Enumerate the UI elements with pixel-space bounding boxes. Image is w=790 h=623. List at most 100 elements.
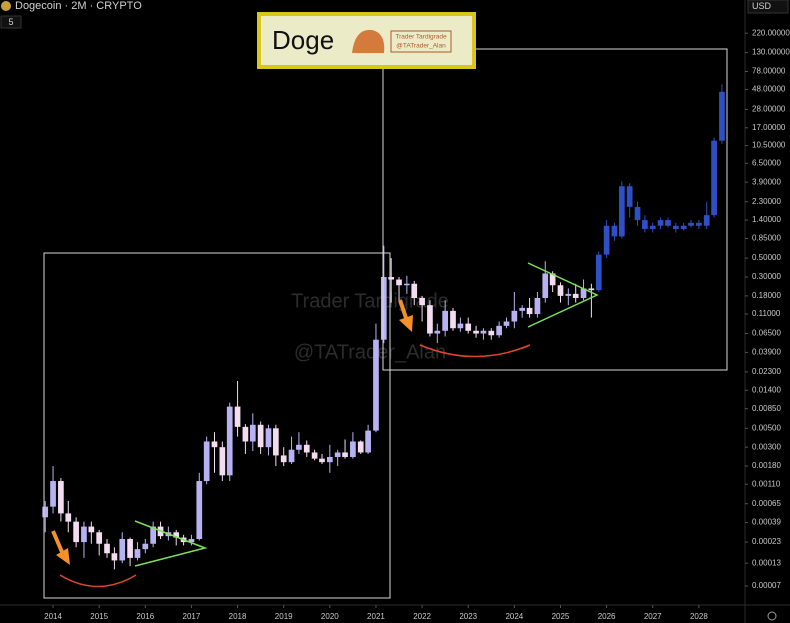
annotations bbox=[51, 262, 599, 588]
candle-body bbox=[257, 424, 264, 448]
candle-body bbox=[565, 293, 572, 296]
candle-body bbox=[419, 297, 425, 306]
candle-body bbox=[496, 325, 502, 336]
candle-body bbox=[65, 513, 72, 522]
candle-body bbox=[226, 406, 233, 476]
candle-body bbox=[219, 447, 226, 476]
x-tick-label: 2016 bbox=[136, 612, 154, 621]
candle-body bbox=[342, 452, 348, 458]
candle-body bbox=[511, 310, 518, 322]
y-tick-label: 10.50000 bbox=[752, 141, 786, 150]
candle-body bbox=[503, 321, 510, 326]
y-tick-label: 0.00110 bbox=[752, 479, 781, 488]
candle-body bbox=[711, 140, 717, 216]
candle-body bbox=[649, 225, 656, 229]
candle-body bbox=[427, 305, 433, 334]
y-tick-label: 0.30000 bbox=[752, 272, 781, 281]
candle-body bbox=[411, 283, 418, 298]
watermark: @TATrader_Alan bbox=[294, 341, 446, 363]
candle-body bbox=[557, 285, 564, 296]
candle-body bbox=[618, 186, 625, 237]
x-tick-label: 2018 bbox=[229, 612, 247, 621]
logo-line: Trader Tardigrade bbox=[395, 34, 447, 41]
x-tick-label: 2017 bbox=[183, 612, 201, 621]
candle-body bbox=[519, 307, 526, 311]
symbol-title: Dogecoin · 2M · CRYPTO bbox=[15, 0, 142, 12]
logo-icon bbox=[352, 29, 385, 53]
y-tick-label: 17.00000 bbox=[752, 123, 786, 132]
x-tick-label: 2026 bbox=[598, 612, 616, 621]
y-tick-label: 0.11000 bbox=[752, 309, 781, 318]
triangle bbox=[134, 520, 208, 567]
triangle bbox=[527, 262, 599, 328]
candle-body bbox=[696, 222, 702, 226]
interval-badge: 5 bbox=[8, 17, 13, 27]
candle-body bbox=[672, 225, 679, 229]
candle-body bbox=[196, 481, 203, 540]
candle-body bbox=[473, 330, 479, 334]
y-tick-label: 2.30000 bbox=[752, 197, 781, 206]
candle-body bbox=[611, 225, 618, 237]
candle-body bbox=[404, 283, 410, 286]
candle-body bbox=[396, 279, 402, 286]
candle-body bbox=[104, 543, 110, 554]
candle-body bbox=[534, 297, 541, 315]
coin-icon bbox=[1, 1, 11, 11]
y-tick-label: 1.40000 bbox=[752, 215, 781, 224]
y-tick-label: 0.50000 bbox=[752, 253, 781, 262]
candle-body bbox=[373, 339, 379, 431]
arrow bbox=[51, 530, 64, 553]
candle-body bbox=[111, 553, 118, 561]
curve bbox=[419, 344, 531, 358]
candle-body bbox=[657, 220, 664, 226]
x-tick-label: 2027 bbox=[644, 612, 662, 621]
candle-body bbox=[58, 481, 64, 514]
settings-icon[interactable] bbox=[767, 611, 777, 621]
candle-body bbox=[88, 526, 95, 533]
candle-body bbox=[280, 455, 287, 463]
arrow bbox=[398, 299, 408, 319]
y-tick-label: 0.00065 bbox=[752, 499, 781, 508]
y-tick-label: 0.00023 bbox=[752, 537, 781, 546]
candle-body bbox=[634, 206, 641, 221]
candle-body bbox=[380, 276, 387, 340]
candle-body bbox=[311, 452, 318, 459]
candle-body bbox=[127, 539, 133, 558]
candle-body bbox=[334, 452, 341, 458]
candle-body bbox=[542, 273, 549, 298]
y-tick-label: 0.00007 bbox=[752, 581, 781, 590]
y-tick-label: 0.00300 bbox=[752, 442, 781, 451]
candle-body bbox=[303, 444, 310, 453]
x-tick-label: 2024 bbox=[505, 612, 523, 621]
candle-body bbox=[249, 424, 256, 442]
candle-body bbox=[357, 441, 364, 453]
candle-body bbox=[688, 222, 694, 226]
y-tick-label: 0.18000 bbox=[752, 291, 781, 300]
candle-body bbox=[488, 330, 495, 336]
candle-body bbox=[665, 220, 671, 226]
x-tick-label: 2019 bbox=[275, 612, 293, 621]
x-tick-label: 2023 bbox=[459, 612, 477, 621]
y-tick-label: 0.00039 bbox=[752, 518, 781, 527]
candle-body bbox=[719, 91, 725, 141]
annotation-box bbox=[382, 48, 728, 371]
y-tick-label: 0.00013 bbox=[752, 558, 781, 567]
x-tick-label: 2021 bbox=[367, 612, 385, 621]
arrow-head bbox=[399, 315, 413, 332]
currency: USD bbox=[752, 1, 772, 11]
candle-body bbox=[150, 526, 156, 544]
candle-body bbox=[134, 549, 141, 558]
candle-body bbox=[211, 441, 218, 448]
candle-body bbox=[173, 532, 180, 538]
y-tick-label: 3.90000 bbox=[752, 177, 781, 186]
y-tick-label: 220.00000 bbox=[752, 28, 790, 37]
candle-body bbox=[626, 186, 633, 207]
candle-body bbox=[457, 323, 464, 329]
currency-box[interactable] bbox=[747, 0, 789, 14]
x-tick-label: 2015 bbox=[90, 612, 108, 621]
candle-body bbox=[242, 426, 249, 442]
candle-body bbox=[288, 449, 295, 463]
y-tick-label: 28.00000 bbox=[752, 104, 786, 113]
candle-body bbox=[595, 254, 602, 291]
